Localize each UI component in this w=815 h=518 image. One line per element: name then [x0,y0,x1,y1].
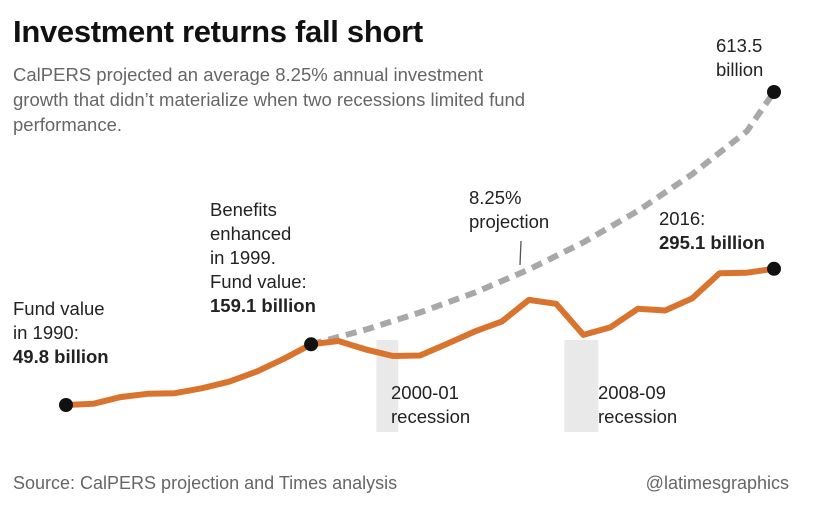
projection-line [310,90,777,348]
recession-label-2001-line2: recession [391,406,471,427]
start-annotation: Fund value in 1990: 49.8 billion [13,297,109,369]
projection-series [310,90,777,348]
recession-label-2001-line1: 2000-01 [391,382,459,403]
mid-dot [304,337,319,352]
recession-band-1 [564,340,599,432]
recession-label-2009-line1: 2008-09 [598,382,666,403]
start-dot [59,398,73,412]
projection-end-dot [767,85,781,99]
chart-title: Investment returns fall short [13,14,423,49]
mid-annotation-value: 159.1 billion [210,295,316,316]
end-dot [767,261,781,276]
projection-annotation-line2: projection [469,211,550,232]
end-annotation: 2016: 295.1 billion [659,207,765,255]
mid-annotation-line4: Fund value: [210,271,307,292]
recession-label-2009-line2: recession [598,406,678,427]
recession-bands [376,340,599,432]
start-annotation-line1: Fund value [13,298,105,319]
projection-annotation: 8.25% projection [469,186,549,234]
start-annotation-line2: in 1990: [13,322,79,343]
projection-end-line1: 613.5 [716,35,763,56]
fund-value-series [63,265,777,408]
end-annotation-value: 295.1 billion [659,232,765,253]
mid-annotation-line2: enhanced [210,223,292,244]
recession-label-2001: 2000-01 recession [391,381,470,429]
start-annotation-value: 49.8 billion [13,346,109,367]
mid-annotation-line1: Benefits [210,199,277,220]
mid-annotation: Benefits enhanced in 1999. Fund value: 1… [210,198,316,318]
chart-subtitle: CalPERS projected an average 8.25% annua… [13,64,526,135]
mid-annotation-line3: in 1999. [210,247,276,268]
projection-annotation-line1: 8.25% [469,187,522,208]
source-note: Source: CalPERS projection and Times ana… [13,473,398,493]
fund-value-line [63,265,777,408]
credit-link[interactable]: @latimesgraphics [645,473,789,493]
end-annotation-line1: 2016: [659,208,706,229]
projection-leader-line [519,240,522,266]
recession-band-0 [376,340,399,432]
projection-end-line2: billion [716,59,764,80]
projection-end-annotation: 613.5 billion [716,34,763,82]
highlight-points [59,85,781,412]
recession-label-2009: 2008-09 recession [598,381,677,429]
